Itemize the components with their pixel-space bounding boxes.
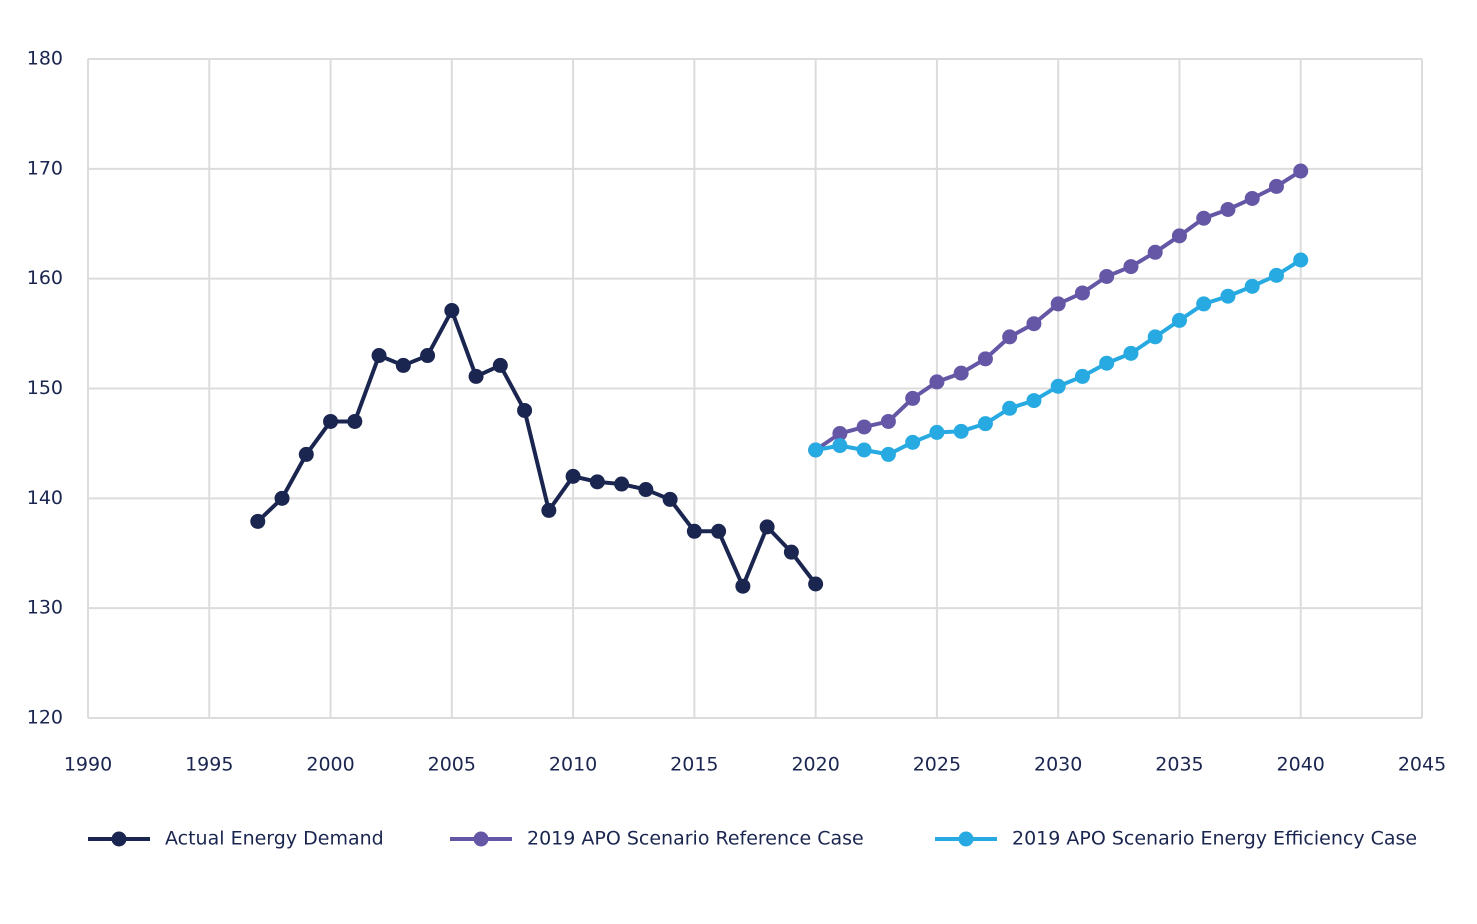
x-tick-label: 2015: [670, 754, 718, 776]
data-point: [977, 416, 993, 432]
data-point: [298, 446, 314, 462]
x-tick-label: 2020: [791, 754, 839, 776]
data-point: [905, 390, 921, 406]
data-point: [1002, 400, 1018, 416]
data-point: [808, 442, 824, 458]
data-point: [808, 576, 824, 592]
data-point: [977, 351, 993, 367]
data-point: [735, 578, 751, 594]
data-point: [1171, 312, 1187, 328]
data-point: [783, 544, 799, 560]
data-point: [1074, 285, 1090, 301]
x-tick-label: 2045: [1398, 754, 1446, 776]
y-tick-label: 160: [27, 267, 63, 289]
data-point: [856, 442, 872, 458]
data-point: [323, 413, 339, 429]
data-point: [1123, 345, 1139, 361]
data-point: [1074, 368, 1090, 384]
data-point: [1050, 378, 1066, 394]
data-point: [1244, 278, 1260, 294]
data-point: [1196, 210, 1212, 226]
legend-marker: [958, 831, 974, 847]
data-point: [589, 474, 605, 490]
x-tick-label: 2025: [913, 754, 961, 776]
y-tick-label: 170: [27, 157, 63, 179]
data-point: [1050, 296, 1066, 312]
data-point: [953, 365, 969, 381]
data-point: [468, 368, 484, 384]
data-point: [1293, 252, 1309, 268]
x-tick-label: 2000: [306, 754, 354, 776]
legend-label: 2019 APO Scenario Energy Efficiency Case: [1012, 828, 1417, 850]
data-point: [832, 438, 848, 454]
data-point: [711, 523, 727, 539]
data-point: [662, 491, 678, 507]
data-point: [565, 468, 581, 484]
data-point: [347, 413, 363, 429]
x-tick-label: 2030: [1034, 754, 1082, 776]
x-tick-label: 2005: [428, 754, 476, 776]
legend-label: 2019 APO Scenario Reference Case: [527, 828, 864, 850]
data-point: [929, 374, 945, 390]
legend-marker: [111, 831, 127, 847]
data-point: [444, 303, 460, 319]
x-tick-label: 1995: [185, 754, 233, 776]
data-point: [1220, 201, 1236, 217]
data-point: [420, 348, 436, 364]
data-point: [274, 490, 290, 506]
data-point: [1147, 329, 1163, 345]
data-point: [832, 426, 848, 442]
legend-label: Actual Energy Demand: [165, 828, 384, 850]
data-point: [371, 348, 387, 364]
data-point: [541, 502, 557, 518]
data-point: [1268, 267, 1284, 283]
y-tick-label: 120: [27, 707, 63, 729]
data-point: [1244, 190, 1260, 206]
data-point: [614, 476, 630, 492]
data-point: [686, 523, 702, 539]
data-point: [1026, 393, 1042, 409]
x-tick-label: 2035: [1155, 754, 1203, 776]
data-point: [759, 519, 775, 535]
data-point: [1026, 316, 1042, 332]
series-line: [256, 308, 818, 589]
data-point: [638, 482, 654, 498]
data-point: [492, 357, 508, 373]
data-point: [1171, 228, 1187, 244]
data-point: [929, 424, 945, 440]
y-tick-label: 180: [27, 48, 63, 70]
data-point: [1123, 259, 1139, 275]
data-point: [880, 413, 896, 429]
data-point: [1099, 355, 1115, 371]
x-tick-label: 2040: [1277, 754, 1325, 776]
data-point: [1147, 244, 1163, 260]
y-tick-label: 140: [27, 487, 63, 509]
data-point: [250, 513, 266, 529]
x-tick-label: 2010: [549, 754, 597, 776]
data-point: [1002, 329, 1018, 345]
data-point: [395, 357, 411, 373]
y-tick-label: 130: [27, 597, 63, 619]
data-point: [1196, 296, 1212, 312]
data-point: [1220, 288, 1236, 304]
data-point: [880, 446, 896, 462]
data-point: [856, 419, 872, 435]
data-point: [1293, 163, 1309, 179]
data-point: [517, 402, 533, 418]
data-point: [905, 434, 921, 450]
x-tick-label: 1990: [64, 754, 112, 776]
data-point: [1268, 178, 1284, 194]
legend-marker: [473, 831, 489, 847]
data-point: [1099, 268, 1115, 284]
y-tick-label: 150: [27, 377, 63, 399]
data-point: [953, 423, 969, 439]
